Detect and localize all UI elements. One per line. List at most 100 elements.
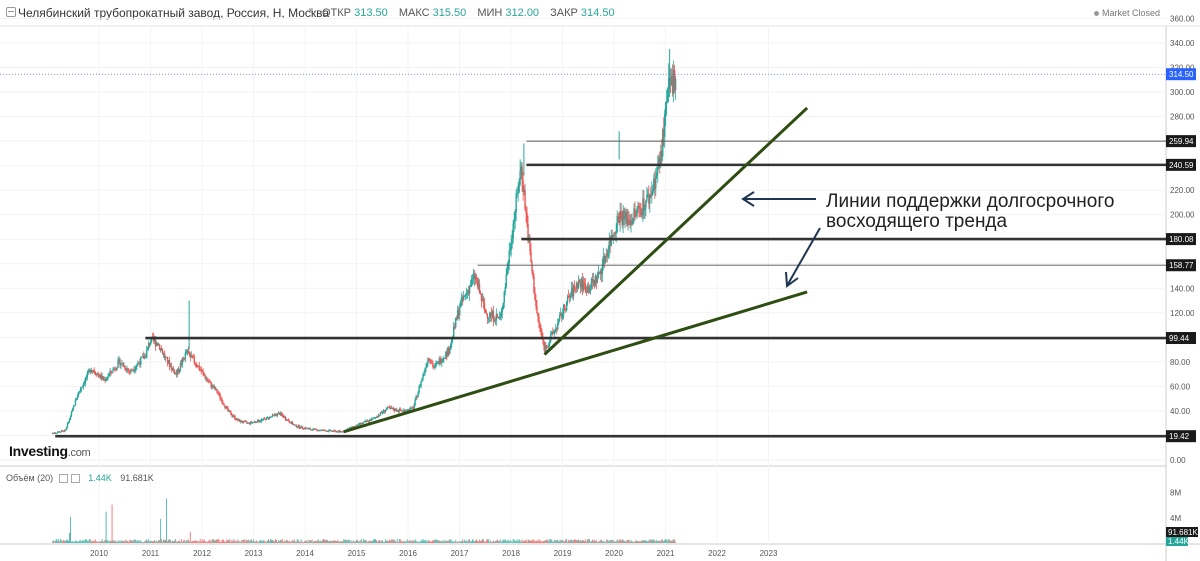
candle-body (270, 416, 273, 418)
candle-body (55, 432, 58, 434)
candle-body (547, 347, 549, 349)
settings-icon[interactable] (58, 474, 68, 484)
candle-body (141, 357, 143, 359)
candle-body (206, 378, 208, 381)
candle-body (515, 193, 517, 213)
candle-body (71, 408, 74, 412)
candle-body (100, 374, 102, 379)
candle-body (632, 218, 634, 225)
candle-body (419, 386, 421, 388)
candle-body (214, 386, 216, 390)
candle-body (497, 317, 500, 319)
volume-last-label: 1.44K (1168, 537, 1190, 546)
y-tick-label: 140.00 (1170, 284, 1195, 293)
candle-body (106, 377, 108, 380)
candle-body (589, 287, 592, 291)
chevron-down-icon[interactable]: ▼ (307, 6, 315, 15)
candle-body (464, 294, 467, 296)
candle-body (68, 419, 71, 422)
trend-lines (343, 106, 809, 434)
candle-body (108, 373, 110, 377)
candle-body (626, 212, 628, 227)
candle-body (326, 430, 328, 432)
candle-body (516, 193, 518, 195)
candle-body (234, 415, 236, 419)
candle-body (96, 373, 98, 376)
candle-body (330, 429, 332, 432)
candle-body (403, 410, 405, 412)
candle-body (279, 412, 282, 415)
candle-body (390, 407, 393, 409)
candle-body (139, 362, 141, 365)
x-tick-label: 2018 (502, 549, 520, 558)
candle-body (507, 263, 509, 270)
candle-body (242, 422, 244, 424)
candle-body (180, 363, 183, 365)
candle-body (140, 357, 142, 365)
candle-body (262, 418, 265, 420)
candle-body (667, 78, 670, 89)
candle-body (246, 421, 248, 423)
collapse-icon[interactable] (6, 7, 16, 17)
candle-body (329, 429, 331, 431)
arrow-head-icon (741, 191, 755, 207)
instrument-title[interactable]: Челябинский трубопрокатный завод, Россия… (18, 6, 330, 20)
last-price-badge (1166, 68, 1196, 81)
x-tick-label: 2014 (296, 549, 314, 558)
candle-body (120, 364, 122, 366)
candle-body (674, 78, 677, 91)
volume-bars (52, 498, 677, 543)
candle-body (376, 417, 379, 419)
close-label: ЗАКР (550, 7, 578, 19)
candle-body (621, 216, 623, 225)
candle-body (143, 355, 145, 359)
level-label: 99.44 (1169, 334, 1190, 343)
candle-body (582, 283, 585, 291)
close-icon[interactable] (70, 474, 80, 484)
candle-body (394, 408, 397, 411)
trend-line[interactable] (343, 290, 808, 434)
level-label: 19.42 (1169, 432, 1190, 441)
candle-body (172, 367, 175, 370)
candle-body (310, 429, 312, 431)
candle-body (238, 419, 240, 421)
candle-body (545, 345, 547, 352)
candle-body (526, 213, 528, 225)
candle-body (228, 410, 230, 412)
x-tick-label: 2015 (348, 549, 366, 558)
candle-body (431, 363, 433, 365)
candle-body (664, 102, 667, 114)
trend-line[interactable] (543, 106, 809, 356)
candle-body (484, 310, 487, 313)
candle-body (656, 172, 658, 177)
candle-body (538, 316, 540, 324)
candle-body (185, 352, 188, 354)
candle-body (638, 205, 640, 208)
candle-body (70, 411, 73, 417)
candle-body (358, 423, 361, 425)
candle-body (614, 232, 616, 234)
candle-body (247, 422, 249, 424)
candle-body (198, 365, 200, 370)
candle-body (115, 369, 117, 371)
candle-body (532, 271, 534, 277)
candle-body (97, 373, 99, 375)
candle-body (543, 340, 545, 347)
candle-body (518, 184, 520, 193)
candle-body (570, 288, 573, 296)
candle-body (285, 419, 288, 421)
candle-body (421, 378, 423, 382)
candle-body (331, 430, 333, 432)
candle-body (129, 371, 131, 373)
candle-body (514, 212, 516, 220)
candle-body (604, 257, 606, 263)
candle-body (133, 369, 135, 371)
candle-body (288, 421, 291, 423)
candle-body (316, 429, 318, 431)
candle-body (535, 300, 537, 306)
candle-body (64, 429, 67, 431)
candle-body (625, 212, 627, 217)
candle-body (128, 370, 130, 372)
candle-body (661, 150, 663, 157)
